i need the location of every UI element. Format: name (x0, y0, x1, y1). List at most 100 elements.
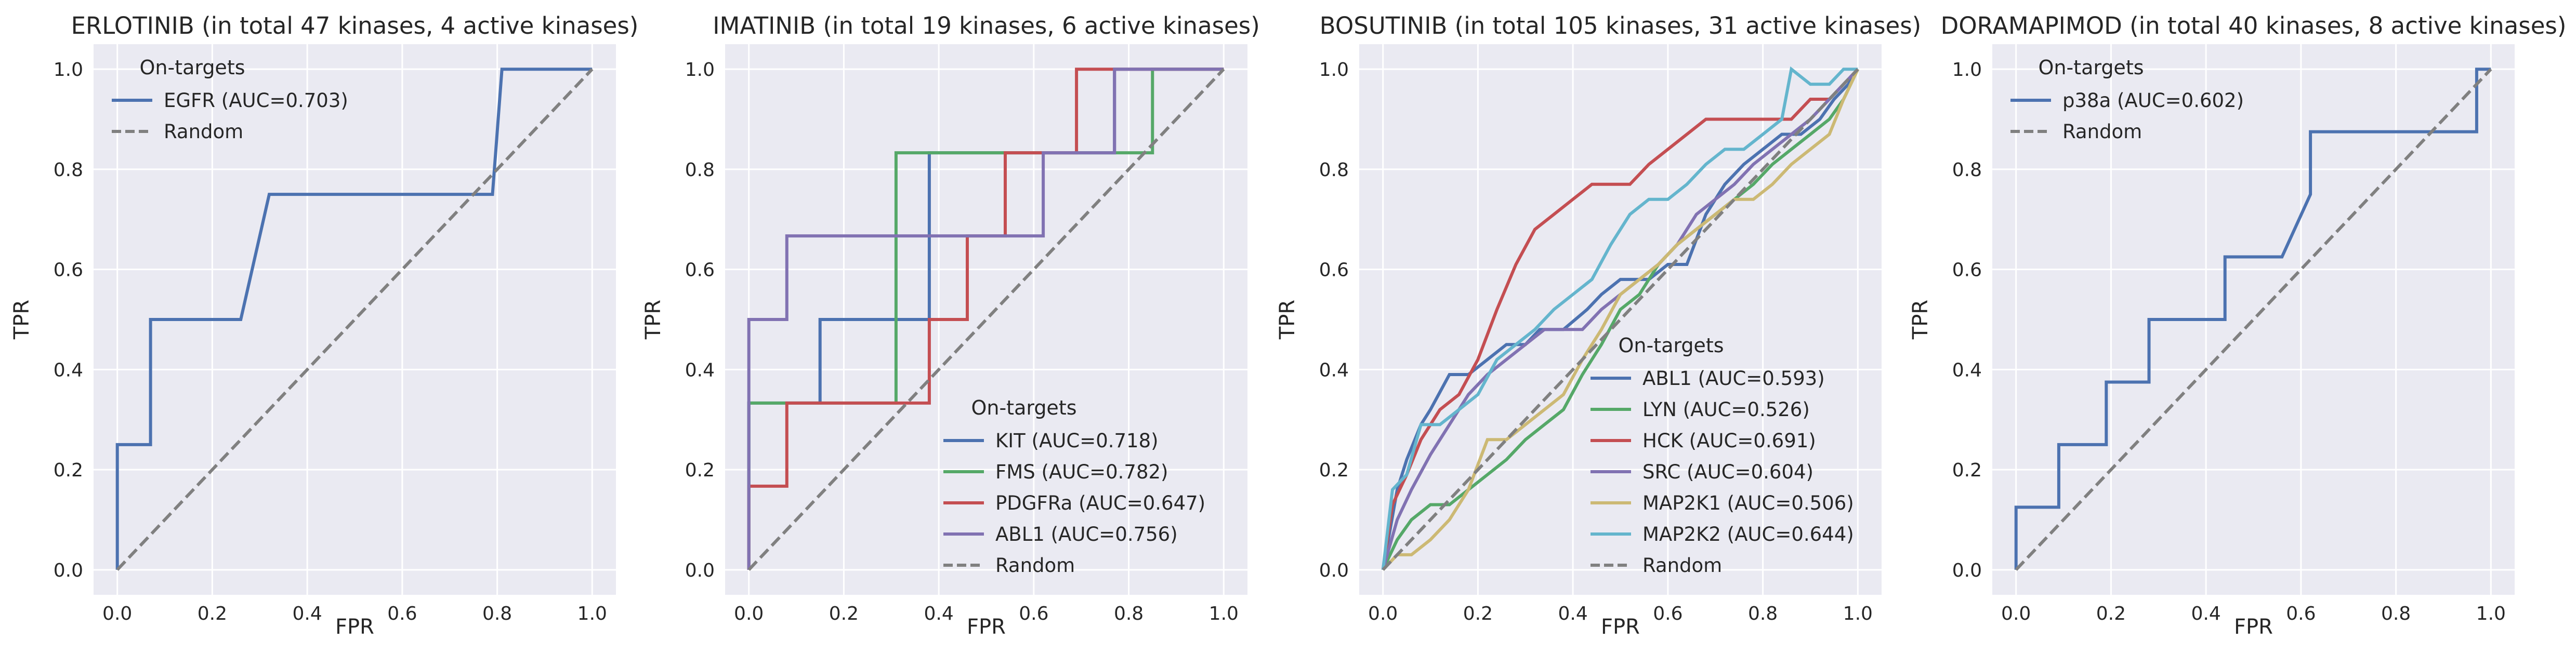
y-tick-label: 0.4 (685, 359, 715, 381)
chart-title: BOSUTINIB (in total 105 kinases, 31 acti… (1320, 12, 1921, 39)
legend-entry-label: p38a (AUC=0.602) (2062, 89, 2244, 112)
x-tick-label: 0.4 (293, 603, 322, 624)
series-group (1381, 66, 1860, 571)
roc-panels: 0.0 0.0 0.2 0.2 0.4 0.4 0.6 0.6 0.8 0.8 1.0 1.0 ERLO… (10, 12, 2566, 639)
legend-entry-label: LYN (AUC=0.526) (1642, 398, 1810, 421)
random-baseline-line (747, 68, 1225, 571)
y-axis-label: TPR (1276, 300, 1299, 340)
y-tick-label: 1.0 (1952, 59, 1982, 81)
y-tick-label: 0.8 (1319, 159, 1349, 181)
y-tick-label: 0.8 (1952, 159, 1982, 181)
legend-entry-label: FMS (AUC=0.782) (995, 461, 1168, 483)
x-tick-label: 0.6 (2286, 603, 2316, 624)
y-tick-label: 0.4 (1952, 359, 1982, 381)
x-tick-label: 0.8 (2381, 603, 2411, 624)
x-tick-label: 1.0 (1209, 603, 1239, 624)
x-tick-label: 0.4 (2191, 603, 2221, 624)
y-axis-label: TPR (10, 300, 34, 340)
legend-entry-label: MAP2K1 (AUC=0.506) (1642, 492, 1854, 514)
y-tick-label: 1.0 (54, 59, 83, 81)
y-tick-label: 1.0 (685, 59, 715, 81)
roc-panel-4: 0.0 0.0 0.2 0.2 0.4 0.4 0.6 0.6 0.8 0.8 1.0 1.0 DORA… (1909, 12, 2566, 639)
y-tick-label: 0.0 (1952, 560, 1982, 581)
x-tick-label: 0.2 (1463, 603, 1493, 624)
random-baseline-line (116, 68, 594, 571)
y-axis-label: TPR (641, 300, 665, 340)
y-tick-label: 0.2 (1319, 460, 1349, 481)
y-tick-label: 0.0 (685, 560, 715, 581)
series-line-5 (1382, 68, 1860, 571)
y-tick-label: 0.0 (54, 560, 83, 581)
x-tick-label: 0.8 (1748, 603, 1778, 624)
series-line-4 (747, 68, 1224, 570)
y-tick-label: 0.8 (685, 159, 715, 181)
legend-title: On-targets (2038, 56, 2144, 79)
x-tick-label: 0.0 (102, 603, 132, 624)
x-tick-label: 0.8 (482, 603, 512, 624)
legend-entry-label: Random (2062, 121, 2142, 143)
legend-entry-label: PDGFRa (AUC=0.647) (995, 492, 1205, 514)
y-tick-label: 0.2 (1952, 460, 1982, 481)
series-line-1 (2014, 68, 2491, 570)
y-tick-label: 0.4 (1319, 359, 1349, 381)
legend-entry-label: Random (164, 121, 243, 143)
roc-panel-3: 0.0 0.0 0.2 0.2 0.4 0.4 0.6 0.6 0.8 0.8 1.0 1.0 BOSU… (1276, 12, 1921, 639)
legend-entry-label: KIT (AUC=0.718) (995, 430, 1159, 452)
chart-title: DORAMAPIMOD (in total 40 kinases, 8 acti… (1941, 12, 2567, 39)
y-tick-label: 0.6 (1319, 260, 1349, 281)
series-line-2 (1381, 68, 1860, 571)
legend-entry-label: HCK (AUC=0.691) (1642, 430, 1816, 452)
x-tick-label: 0.4 (1558, 603, 1588, 624)
x-axis-label: FPR (335, 615, 374, 639)
x-tick-label: 0.0 (2001, 603, 2031, 624)
y-tick-label: 0.6 (1952, 260, 1982, 281)
x-tick-label: 0.0 (734, 603, 764, 624)
y-tick-label: 0.4 (54, 359, 83, 381)
x-tick-label: 0.6 (1019, 603, 1048, 624)
series-group (115, 68, 594, 571)
roc-panel-2: 0.0 0.0 0.2 0.2 0.4 0.4 0.6 0.6 0.8 0.8 1.0 1.0 IMAT… (641, 12, 1260, 639)
series-line-1 (115, 68, 593, 570)
x-tick-label: 0.2 (2096, 603, 2126, 624)
x-tick-label: 0.0 (1368, 603, 1398, 624)
y-axis-label: TPR (1909, 300, 1933, 340)
x-tick-label: 0.8 (1114, 603, 1144, 624)
legend-title: On-targets (1618, 334, 1724, 357)
random-baseline-line (1382, 68, 1859, 571)
legend: On-targets p38a (AUC=0.602) Random (2010, 56, 2244, 143)
series-group (2014, 68, 2492, 571)
series-line-3 (1381, 68, 1859, 570)
legend: On-targets EGFR (AUC=0.703) Random (112, 56, 348, 143)
y-tick-label: 0.6 (54, 260, 83, 281)
legend: On-targets KIT (AUC=0.718) FMS (AUC=0.782)… (943, 396, 1205, 577)
x-tick-label: 1.0 (2476, 603, 2506, 624)
y-tick-label: 1.0 (1319, 59, 1349, 81)
x-axis-label: FPR (967, 615, 1006, 639)
series-group (747, 68, 1225, 571)
chart-title: IMATINIB (in total 19 kinases, 6 active … (713, 12, 1260, 39)
y-tick-label: 0.2 (685, 460, 715, 481)
x-tick-label: 1.0 (1843, 603, 1873, 624)
x-axis-label: FPR (1601, 615, 1640, 639)
y-tick-label: 0.2 (54, 460, 83, 481)
chart-title: ERLOTINIB (in total 47 kinases, 4 active… (71, 12, 639, 39)
series-line-2 (747, 68, 1224, 570)
legend-entry-label: Random (995, 554, 1075, 577)
y-tick-label: 0.0 (1319, 560, 1349, 581)
x-tick-label: 1.0 (577, 603, 607, 624)
random-baseline-line (2015, 68, 2492, 571)
x-tick-label: 0.2 (198, 603, 227, 624)
x-tick-label: 0.2 (829, 603, 859, 624)
legend-entry-label: SRC (AUC=0.604) (1642, 461, 1813, 483)
series-line-6 (1381, 66, 1858, 570)
legend-title: On-targets (139, 56, 245, 79)
legend-entry-label: Random (1642, 554, 1722, 577)
legend-entry-label: EGFR (AUC=0.703) (164, 89, 348, 112)
legend: On-targets ABL1 (AUC=0.593) LYN (AUC=0.526… (1591, 334, 1854, 577)
x-tick-label: 0.4 (924, 603, 954, 624)
x-tick-label: 0.6 (1653, 603, 1683, 624)
legend-entry-label: MAP2K2 (AUC=0.644) (1642, 523, 1854, 545)
roc-panel-1: 0.0 0.0 0.2 0.2 0.4 0.4 0.6 0.6 0.8 0.8 1.0 1.0 ERLO… (10, 12, 638, 639)
y-tick-label: 0.6 (685, 260, 715, 281)
